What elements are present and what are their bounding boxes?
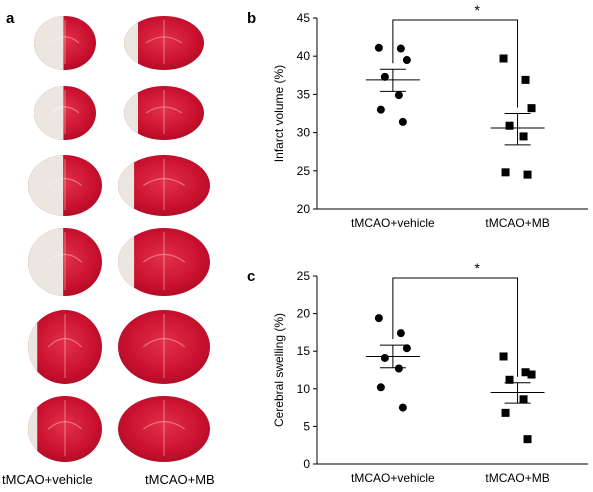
chart-b-point-mb bbox=[501, 168, 510, 177]
chart-b-y-tick-label: 20 bbox=[297, 202, 311, 216]
chart-b-y-tick-label: 35 bbox=[297, 87, 311, 101]
chart-c-point-vehicle bbox=[394, 364, 403, 373]
chart-c-point-mb bbox=[521, 368, 530, 377]
chart-b-y-axis-label: Infarct volume (%) bbox=[272, 65, 286, 162]
chart-c-point-mb bbox=[499, 352, 508, 361]
chart-b-significance-star: * bbox=[474, 2, 480, 18]
chart-b-y-tick-label: 40 bbox=[297, 49, 311, 63]
brain-slice bbox=[124, 16, 204, 70]
chart-b-point-mb bbox=[521, 75, 530, 84]
panel-b-label: b bbox=[247, 10, 257, 27]
brain-slice bbox=[124, 86, 204, 140]
chart-b-x-tick-label: tMCAO+vehicle bbox=[351, 216, 435, 230]
chart-c-point-vehicle bbox=[376, 383, 385, 392]
chart-b-point-mb bbox=[523, 170, 532, 179]
chart-b-significance-bracket bbox=[392, 19, 519, 108]
brain-slice bbox=[34, 86, 96, 140]
chart-c-point-mb bbox=[527, 370, 536, 379]
chart-b-point-vehicle bbox=[402, 56, 411, 65]
chart-b-x-tick-label: tMCAO+MB bbox=[485, 216, 549, 230]
brain-slice bbox=[28, 310, 102, 384]
panel-c-label: c bbox=[247, 268, 256, 285]
chart-c-point-mb bbox=[501, 408, 510, 417]
chart-b-point-mb bbox=[499, 54, 508, 63]
brain-slice bbox=[34, 16, 96, 70]
brain-slice bbox=[28, 396, 102, 462]
chart-c-y-axis-label: Cerebral swelling (%) bbox=[272, 313, 286, 427]
chart-c-y-tick-label: 5 bbox=[303, 419, 310, 433]
chart-b-point-vehicle bbox=[398, 117, 407, 126]
panel-a-label: a bbox=[6, 10, 15, 27]
chart-b-point-vehicle bbox=[396, 44, 405, 53]
chart-c-point-vehicle bbox=[374, 314, 383, 323]
brain-slice bbox=[118, 228, 210, 296]
chart-c-point-vehicle bbox=[396, 329, 405, 338]
chart-c-point-mb bbox=[505, 375, 514, 384]
chart-b-point-mb bbox=[505, 121, 514, 130]
chart-c-significance-bracket bbox=[392, 277, 519, 377]
chart-c-point-vehicle bbox=[398, 403, 407, 412]
chart-b-y-tick-label: 30 bbox=[297, 126, 311, 140]
chart-b-y-tick-label: 25 bbox=[297, 164, 311, 178]
chart-c-point-mb bbox=[519, 395, 528, 404]
chart-b-point-vehicle bbox=[376, 105, 385, 114]
chart-b-point-mb bbox=[519, 132, 528, 141]
brain-slice bbox=[118, 310, 210, 384]
chart-b-point-vehicle bbox=[394, 91, 403, 100]
chart-c-y-tick-label: 25 bbox=[297, 269, 311, 283]
chart-c-x-tick-label: tMCAO+vehicle bbox=[351, 471, 435, 485]
brain-slice bbox=[28, 155, 102, 216]
chart-c-x-tick-label: tMCAO+MB bbox=[485, 471, 549, 485]
chart-b-y-tick-label: 45 bbox=[297, 11, 311, 25]
chart-c-y-tick-label: 20 bbox=[297, 307, 311, 321]
brain-slice bbox=[118, 155, 210, 216]
brain-slice bbox=[28, 228, 102, 296]
chart-b-point-vehicle bbox=[374, 43, 383, 52]
brain-column-label-mb: tMCAO+MB bbox=[145, 472, 215, 487]
brain-slices-figure bbox=[28, 16, 210, 462]
chart-b-point-vehicle bbox=[380, 72, 389, 81]
chart-c-y-tick-label: 10 bbox=[297, 382, 311, 396]
chart-c-significance-star: * bbox=[474, 260, 480, 276]
brain-column-label-vehicle: tMCAO+vehicle bbox=[2, 472, 93, 487]
chart-c-point-vehicle bbox=[402, 344, 411, 353]
chart-c-y-tick-label: 0 bbox=[303, 457, 310, 471]
chart-c-y-tick-label: 15 bbox=[297, 344, 311, 358]
chart-c-point-mb bbox=[523, 435, 532, 444]
chart-b-point-mb bbox=[527, 104, 536, 113]
chart-c-point-vehicle bbox=[380, 353, 389, 362]
brain-slice bbox=[118, 396, 210, 462]
